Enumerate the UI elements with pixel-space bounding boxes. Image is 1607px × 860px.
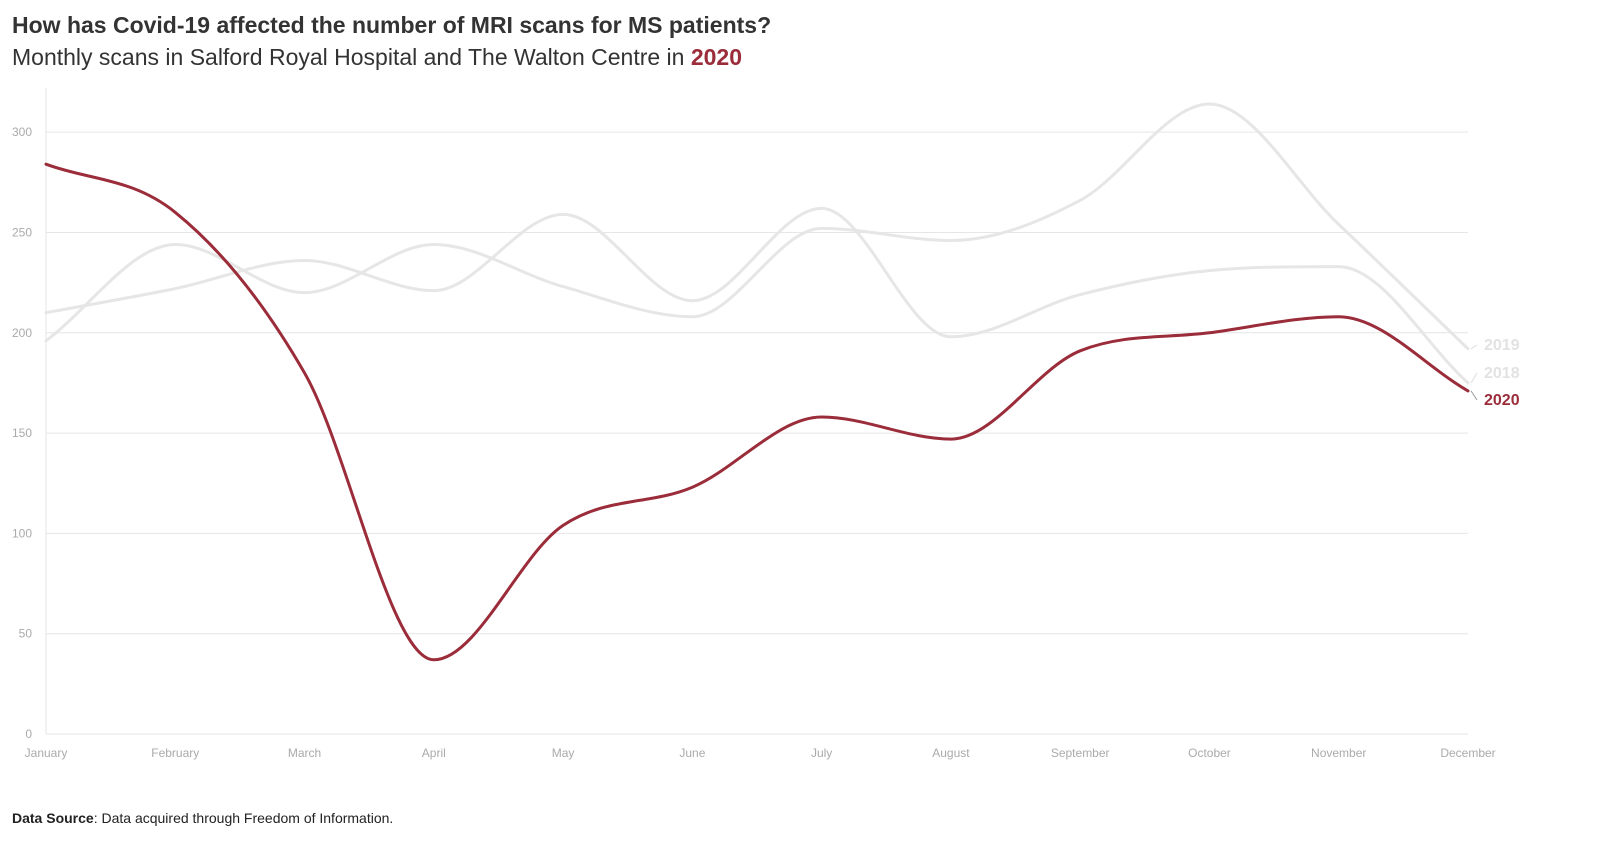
series-label-2018: 2018 <box>1484 365 1520 382</box>
series-label-2020: 2020 <box>1484 392 1520 409</box>
series-label-leader-2018 <box>1470 372 1478 384</box>
chart-subtitle: Monthly scans in Salford Royal Hospital … <box>12 44 742 71</box>
x-tick-label-september: September <box>1051 746 1110 760</box>
chart-title: How has Covid-19 affected the number of … <box>12 12 772 38</box>
x-tick-label-march: March <box>288 746 321 760</box>
data-source-note: Data Source: Data acquired through Freed… <box>12 810 393 826</box>
series-line-2018 <box>44 206 1470 385</box>
y-tick-label-300: 300 <box>12 125 32 139</box>
x-tick-label-june: June <box>679 746 705 760</box>
subtitle-text: Monthly scans in Salford Royal Hospital … <box>12 44 685 70</box>
series-line-2019 <box>44 102 1470 351</box>
axis-layer: 0 50 100 150 200 250 300 January February March Ap… <box>12 88 1496 760</box>
data-source-text: : Data acquired through Freedom of Infor… <box>93 810 394 826</box>
x-tick-label-april: April <box>422 746 446 760</box>
x-tick-label-february: February <box>151 746 199 760</box>
series-label-leader-2020 <box>1470 390 1478 401</box>
y-tick-label-100: 100 <box>12 526 32 540</box>
y-tick-label-200: 200 <box>12 326 32 340</box>
series-label-layer: 2019 2018 2020 <box>1470 337 1520 409</box>
y-tick-label-50: 50 <box>19 627 33 641</box>
grid-layer <box>46 131 1468 735</box>
x-tick-label-august: August <box>932 746 970 760</box>
data-source-label: Data Source <box>12 810 94 826</box>
series-line-2020 <box>44 162 1470 662</box>
subtitle-year-highlight: 2020 <box>690 44 743 70</box>
x-tick-label-october: October <box>1188 746 1231 760</box>
y-tick-label-0: 0 <box>25 727 32 741</box>
series-label-leader-2019 <box>1470 344 1478 350</box>
x-tick-label-december: December <box>1440 746 1495 760</box>
series-layer <box>44 102 1470 662</box>
y-tick-label-150: 150 <box>12 426 32 440</box>
x-tick-label-november: November <box>1311 746 1366 760</box>
y-tick-label-250: 250 <box>12 225 32 239</box>
series-label-2019: 2019 <box>1484 337 1520 354</box>
x-tick-label-january: January <box>25 746 68 760</box>
x-tick-label-july: July <box>811 746 832 760</box>
x-tick-label-may: May <box>552 746 575 760</box>
